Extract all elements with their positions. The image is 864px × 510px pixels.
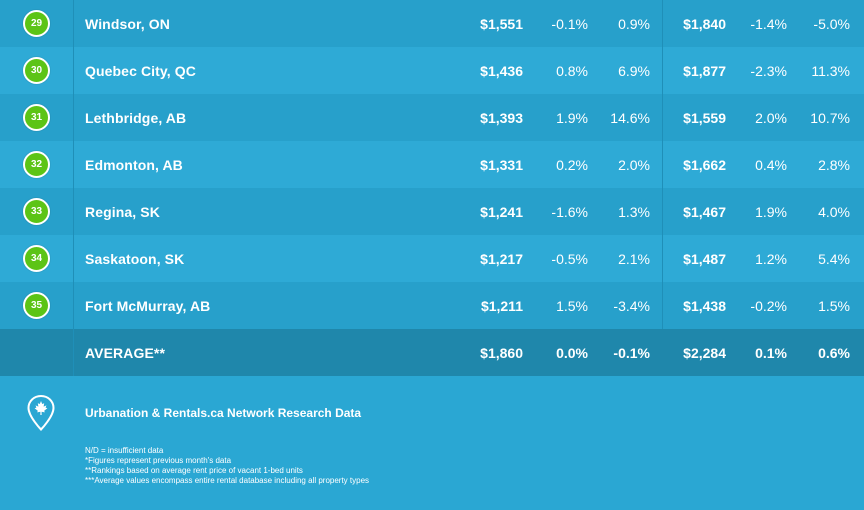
rank-badge: 31 <box>23 104 50 131</box>
table-row: 29 Windsor, ON $1,551 -0.1% 0.9% $1,840 -1.4% -… <box>0 0 864 47</box>
rent-ranking-table: 29 Windsor, ON $1,551 -0.1% 0.9% $1,840 -1.4% -… <box>0 0 864 376</box>
rank-cell-empty <box>0 329 74 376</box>
city-name: Lethbridge, AB <box>85 109 187 126</box>
rank-cell: 33 <box>0 188 74 235</box>
mom-change-1bed: -0.1% <box>551 15 588 32</box>
mom-change-2bed: -1.4% <box>750 15 787 32</box>
city-name: Fort McMurray, AB <box>85 297 211 314</box>
yoy-change-2bed: 11.3% <box>811 62 850 79</box>
city-name: Windsor, ON <box>85 15 170 32</box>
city-name: Regina, SK <box>85 203 160 220</box>
footnote-average-values: ***Average values encompass entire renta… <box>85 476 370 485</box>
yoy-change-1bed: 2.1% <box>618 250 650 267</box>
source-title: Urbanation & Rentals.ca Network Research… <box>85 406 362 420</box>
city-name: Edmonton, AB <box>85 156 183 173</box>
rent-2bed: $1,840 <box>683 15 726 32</box>
yoy-change-2bed: 10.7% <box>810 109 850 126</box>
rent-2bed: $1,559 <box>683 109 726 126</box>
city-name: Quebec City, QC <box>85 62 196 79</box>
average-label: AVERAGE** <box>85 344 165 361</box>
footer: Urbanation & Rentals.ca Network Research… <box>0 376 864 510</box>
mom-change-1bed: 0.8% <box>556 62 588 79</box>
rent-2bed: $1,662 <box>683 156 726 173</box>
yoy-change-2bed: 2.8% <box>818 156 850 173</box>
column-divider <box>662 188 663 235</box>
mom-change-1bed: -1.6% <box>551 203 588 220</box>
yoy-change-2bed: 1.5% <box>818 297 850 314</box>
table-row: 34 Saskatoon, SK $1,217 -0.5% 2.1% $1,487 1.2%… <box>0 235 864 282</box>
mom-change-2bed: 1.2% <box>755 250 787 267</box>
mom-change-1bed: 1.5% <box>556 297 588 314</box>
mom-change-2bed: 1.9% <box>755 203 787 220</box>
footnote-rankings: **Rankings based on average rent price o… <box>85 466 303 475</box>
average-mom-2bed: 0.1% <box>755 344 787 361</box>
rent-1bed: $1,331 <box>480 156 523 173</box>
city-name: Saskatoon, SK <box>85 250 185 267</box>
mom-change-1bed: 0.2% <box>556 156 588 173</box>
rent-1bed: $1,551 <box>480 15 523 32</box>
yoy-change-1bed: 6.9% <box>618 62 650 79</box>
rank-cell: 30 <box>0 47 74 94</box>
rank-cell: 35 <box>0 282 74 329</box>
average-rent-2bed: $2,284 <box>683 344 726 361</box>
rank-badge: 35 <box>23 292 50 319</box>
rank-badge: 30 <box>23 57 50 84</box>
rank-cell: 34 <box>0 235 74 282</box>
average-yoy-1bed: -0.1% <box>613 344 650 361</box>
mom-change-1bed: -0.5% <box>551 250 588 267</box>
rank-cell: 31 <box>0 94 74 141</box>
column-divider <box>662 141 663 188</box>
yoy-change-1bed: 0.9% <box>618 15 650 32</box>
yoy-change-1bed: 2.0% <box>618 156 650 173</box>
rent-2bed: $1,487 <box>683 250 726 267</box>
average-rent-1bed: $1,860 <box>480 344 523 361</box>
rank-badge: 33 <box>23 198 50 225</box>
rent-1bed: $1,217 <box>480 250 523 267</box>
rent-1bed: $1,211 <box>480 297 523 314</box>
column-divider <box>662 0 663 47</box>
rent-2bed: $1,877 <box>683 62 726 79</box>
rank-badge: 29 <box>23 10 50 37</box>
column-divider <box>662 94 663 141</box>
footnote-nd: N/D = insufficient data <box>85 446 164 455</box>
table-row: 31 Lethbridge, AB $1,393 1.9% 14.6% $1,559 2.0… <box>0 94 864 141</box>
mom-change-2bed: 0.4% <box>755 156 787 173</box>
yoy-change-1bed: -3.4% <box>613 297 650 314</box>
average-mom-1bed: 0.0% <box>556 344 588 361</box>
rank-badge: 34 <box>23 245 50 272</box>
rent-2bed: $1,438 <box>683 297 726 314</box>
average-yoy-2bed: 0.6% <box>818 344 850 361</box>
yoy-change-2bed: -5.0% <box>813 15 850 32</box>
map-pin-maple-leaf-icon <box>27 394 55 431</box>
rent-1bed: $1,436 <box>480 62 523 79</box>
table-row: 30 Quebec City, QC $1,436 0.8% 6.9% $1,877 -2.… <box>0 47 864 94</box>
table-row: 32 Edmonton, AB $1,331 0.2% 2.0% $1,662 0.4% 2.… <box>0 141 864 188</box>
table-row: 35 Fort McMurray, AB $1,211 1.5% -3.4% $1,438… <box>0 282 864 329</box>
rank-cell: 32 <box>0 141 74 188</box>
table-row: 33 Regina, SK $1,241 -1.6% 1.3% $1,467 1.9% 4.0… <box>0 188 864 235</box>
rent-1bed: $1,393 <box>480 109 523 126</box>
column-divider <box>662 47 663 94</box>
yoy-change-2bed: 5.4% <box>818 250 850 267</box>
mom-change-2bed: 2.0% <box>755 109 787 126</box>
column-divider <box>662 282 663 329</box>
column-divider <box>662 235 663 282</box>
rent-1bed: $1,241 <box>480 203 523 220</box>
table-body: 29 Windsor, ON $1,551 -0.1% 0.9% $1,840 -1.4% -… <box>0 0 864 329</box>
yoy-change-1bed: 1.3% <box>618 203 650 220</box>
footnotes: N/D = insufficient data *Figures represe… <box>85 446 369 486</box>
yoy-change-1bed: 14.6% <box>610 109 650 126</box>
rent-2bed: $1,467 <box>683 203 726 220</box>
yoy-change-2bed: 4.0% <box>818 203 850 220</box>
mom-change-2bed: -2.3% <box>750 62 787 79</box>
rank-cell: 29 <box>0 0 74 47</box>
mom-change-2bed: -0.2% <box>750 297 787 314</box>
rank-badge: 32 <box>23 151 50 178</box>
average-row: AVERAGE** $1,860 0.0% -0.1% $2,284 0.1% … <box>0 329 864 376</box>
footnote-previous-month: *Figures represent previous month's data <box>85 456 232 465</box>
mom-change-1bed: 1.9% <box>556 109 588 126</box>
